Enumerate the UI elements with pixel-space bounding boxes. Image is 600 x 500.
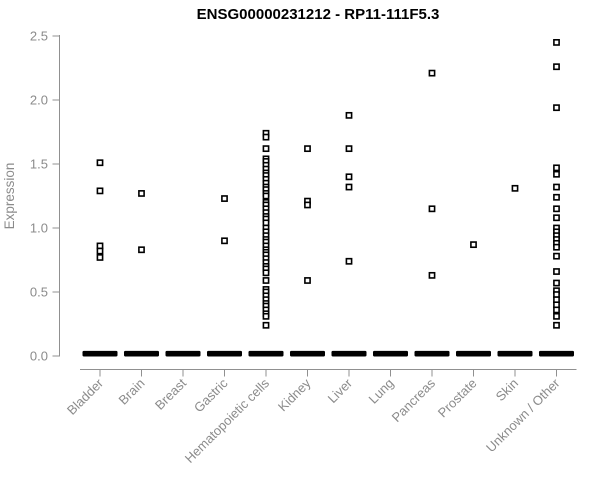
zero-expression-bar (497, 350, 533, 357)
data-point (96, 254, 104, 261)
y-tick-label: 0.0 (30, 349, 48, 364)
data-point (345, 111, 353, 119)
data-point (553, 279, 560, 287)
chart-title: ENSG00000231212 - RP11-111F5.3 (197, 6, 440, 23)
data-point (345, 183, 353, 191)
data-points (82, 38, 574, 357)
zero-expression-bar (248, 350, 284, 357)
data-point (262, 192, 270, 200)
data-point (553, 268, 560, 275)
data-point (304, 145, 311, 153)
data-point (553, 321, 560, 329)
data-point (262, 277, 270, 284)
data-point (553, 214, 560, 222)
data-point (96, 187, 104, 195)
zero-expression-bar (373, 350, 408, 357)
y-tick-label: 0.5 (30, 285, 48, 300)
data-point (553, 312, 560, 320)
x-tick-label: Skin (493, 376, 521, 404)
data-point (304, 277, 311, 284)
y-tick-label: 1.5 (30, 157, 48, 172)
zero-expression-bar (331, 350, 367, 357)
data-point (262, 269, 270, 277)
zero-expression-bar (539, 350, 574, 357)
data-point (262, 312, 270, 320)
data-point (511, 184, 519, 192)
data-point (553, 243, 560, 251)
data-point (553, 183, 560, 191)
data-point (553, 252, 560, 260)
data-point (345, 145, 353, 153)
x-tick-label: Breast (152, 375, 189, 412)
y-tick-label: 2.0 (30, 93, 48, 108)
zero-expression-bar (82, 350, 118, 357)
x-tick-label: Prostate (435, 376, 480, 421)
data-point (96, 247, 104, 255)
x-tick-label: Pancreas (389, 375, 439, 425)
data-point (138, 246, 145, 254)
data-point (428, 205, 436, 213)
zero-expression-bar (414, 350, 450, 357)
data-point (553, 170, 560, 178)
data-point (345, 173, 353, 181)
y-tick-label: 2.5 (30, 29, 48, 44)
data-point (138, 190, 145, 197)
data-point (553, 205, 560, 213)
zero-expression-bar (207, 350, 242, 357)
axes: 0.0 0.5 1.0 1.5 2.0 2.5 Bladder Brain Breast Gast… (30, 29, 577, 466)
data-point (262, 133, 270, 141)
data-point (553, 193, 560, 201)
x-tick-label: Kidney (275, 375, 314, 414)
data-point (221, 195, 228, 202)
data-point (553, 104, 560, 112)
data-point (221, 237, 228, 245)
zero-expression-bar (290, 350, 325, 357)
x-tick-label: Liver (325, 375, 356, 406)
zero-expression-bar (165, 350, 201, 357)
x-tick-label: Brain (116, 376, 148, 408)
data-point (553, 306, 560, 314)
data-point (553, 63, 560, 71)
data-point (262, 321, 270, 329)
x-tick-label: Lung (366, 376, 397, 407)
data-point (262, 145, 270, 153)
data-point (428, 69, 436, 77)
zero-expression-bar (456, 350, 491, 357)
x-tick-label: Unknown / Other (483, 375, 563, 455)
x-tick-label: Gastric (191, 375, 231, 415)
data-point (304, 201, 311, 209)
data-point (96, 159, 104, 167)
y-tick-label: 1.0 (30, 221, 48, 236)
data-point (470, 241, 477, 249)
data-point (345, 257, 353, 265)
data-point (428, 271, 436, 279)
data-point (553, 38, 560, 46)
zero-expression-bar (124, 350, 159, 357)
y-axis-label: Expression (2, 163, 17, 230)
x-tick-label: Bladder (64, 375, 107, 418)
data-point (553, 164, 560, 172)
